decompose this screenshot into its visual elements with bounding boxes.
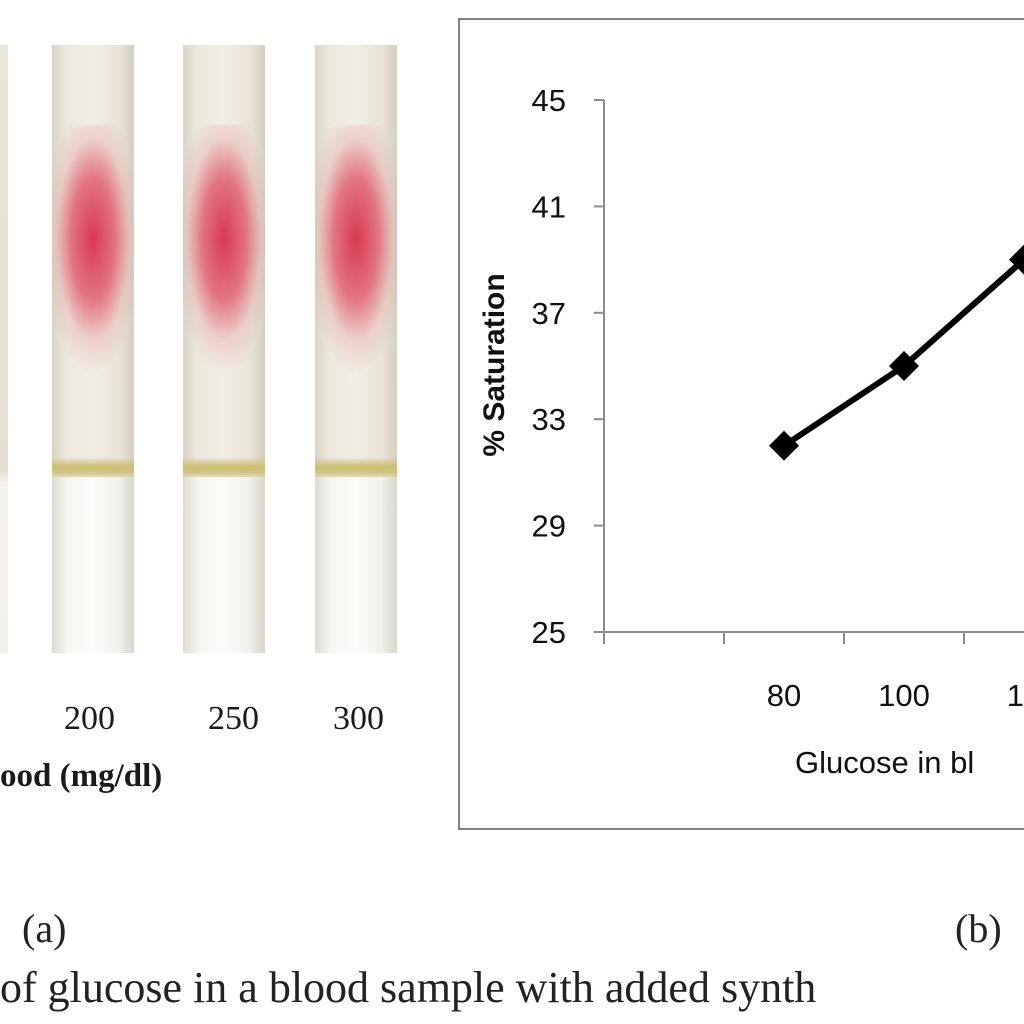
strip-axis-title: ood (mg/dl) bbox=[0, 758, 163, 794]
figure-caption: of glucose in a blood sample with added … bbox=[0, 963, 817, 1012]
data-point bbox=[1009, 244, 1024, 275]
y-tick-label: 41 bbox=[532, 189, 566, 224]
test-strip-200 bbox=[52, 45, 134, 653]
y-tick-label: 37 bbox=[532, 296, 566, 331]
test-strip-250 bbox=[183, 45, 265, 653]
strip-label-250: 250 bbox=[208, 700, 259, 737]
y-tick-label: 25 bbox=[532, 615, 566, 650]
x-tick-label: 15 bbox=[1007, 678, 1024, 713]
series-line bbox=[782, 255, 1024, 449]
test-strip-partial bbox=[0, 45, 8, 653]
strip-label-200: 200 bbox=[64, 700, 115, 737]
test-strip-300 bbox=[315, 45, 397, 653]
x-tick-label: 80 bbox=[767, 678, 801, 713]
y-tick-label: 45 bbox=[532, 83, 566, 118]
y-tick-label: 29 bbox=[532, 509, 566, 544]
panel-label-b: (b) bbox=[955, 906, 1002, 951]
x-axis-title: Glucose in bl bbox=[795, 745, 975, 780]
panel-label-a: (a) bbox=[22, 906, 67, 951]
y-tick-label: 33 bbox=[532, 402, 566, 437]
strip-label-300: 300 bbox=[333, 700, 384, 737]
y-axis-title: % Saturation bbox=[478, 273, 511, 457]
data-point bbox=[769, 430, 799, 461]
data-point bbox=[889, 351, 919, 381]
x-tick-label: 100 bbox=[878, 678, 930, 713]
chart-frame bbox=[458, 18, 1024, 830]
